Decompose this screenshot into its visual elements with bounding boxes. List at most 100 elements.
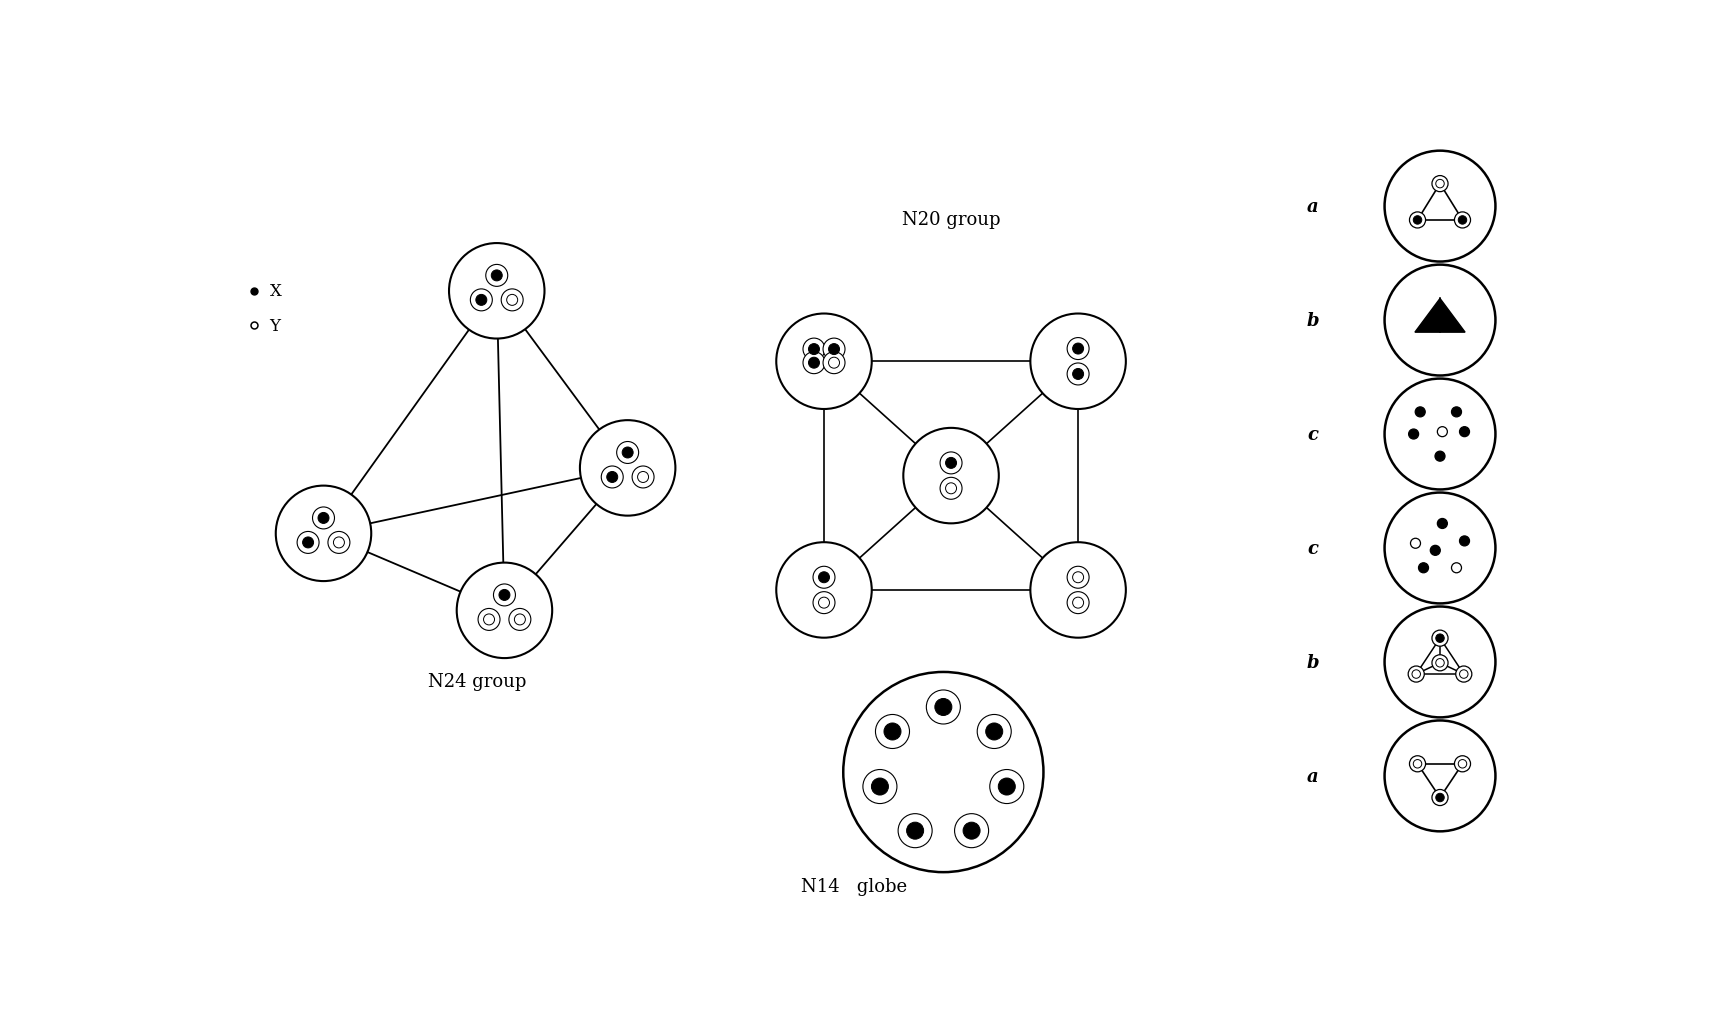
Circle shape (1068, 592, 1088, 614)
Circle shape (606, 472, 618, 483)
Circle shape (809, 344, 820, 356)
Circle shape (802, 338, 825, 361)
Text: a: a (1307, 198, 1319, 216)
Circle shape (1452, 564, 1462, 574)
Text: N20 group: N20 group (902, 211, 1000, 228)
Circle shape (319, 513, 329, 524)
Circle shape (1436, 794, 1445, 802)
Circle shape (484, 614, 494, 626)
Circle shape (813, 592, 835, 614)
Circle shape (470, 289, 492, 312)
Circle shape (1459, 760, 1467, 768)
Circle shape (823, 353, 846, 374)
Circle shape (1433, 176, 1448, 193)
Circle shape (1030, 314, 1126, 410)
Text: a: a (1307, 767, 1319, 785)
Circle shape (1410, 213, 1426, 228)
Circle shape (1073, 369, 1083, 380)
Circle shape (906, 822, 923, 840)
Circle shape (601, 467, 623, 488)
Circle shape (622, 447, 634, 459)
Circle shape (875, 714, 909, 749)
Circle shape (945, 458, 956, 469)
Circle shape (298, 532, 319, 554)
Circle shape (899, 814, 932, 848)
Circle shape (1384, 607, 1495, 717)
Circle shape (1419, 564, 1429, 574)
Circle shape (976, 714, 1011, 749)
Circle shape (327, 532, 350, 554)
Circle shape (863, 769, 897, 804)
Text: b: b (1307, 653, 1319, 672)
Text: c: c (1307, 426, 1319, 443)
Circle shape (1460, 536, 1469, 546)
Circle shape (963, 822, 980, 840)
Circle shape (940, 478, 963, 499)
Circle shape (632, 467, 654, 488)
Circle shape (510, 608, 530, 631)
Circle shape (985, 723, 1002, 740)
Circle shape (1412, 671, 1421, 679)
Circle shape (935, 699, 952, 715)
Circle shape (616, 442, 639, 464)
Circle shape (1433, 631, 1448, 647)
Circle shape (1073, 343, 1083, 355)
Circle shape (312, 507, 334, 530)
Circle shape (883, 723, 901, 740)
Circle shape (1030, 543, 1126, 638)
Circle shape (1384, 152, 1495, 262)
Circle shape (926, 690, 961, 725)
Circle shape (303, 537, 313, 548)
Text: Y: Y (270, 318, 281, 334)
Circle shape (494, 584, 515, 606)
Circle shape (1455, 213, 1471, 228)
Circle shape (1410, 756, 1426, 772)
Circle shape (1414, 760, 1422, 768)
Circle shape (813, 567, 835, 589)
Circle shape (580, 421, 675, 517)
Circle shape (637, 472, 649, 483)
Circle shape (818, 573, 830, 583)
Circle shape (940, 452, 963, 475)
Circle shape (904, 428, 999, 524)
Circle shape (1460, 671, 1469, 679)
Circle shape (1434, 451, 1445, 462)
Circle shape (990, 769, 1025, 804)
Circle shape (276, 486, 372, 582)
Circle shape (479, 608, 499, 631)
Circle shape (777, 314, 871, 410)
Circle shape (777, 543, 871, 638)
Circle shape (954, 814, 988, 848)
Circle shape (802, 353, 825, 374)
Circle shape (809, 358, 820, 369)
Circle shape (823, 338, 846, 361)
Circle shape (828, 358, 840, 369)
Circle shape (334, 537, 344, 548)
Text: X: X (270, 283, 281, 300)
Circle shape (1384, 720, 1495, 832)
Circle shape (1410, 539, 1421, 549)
Circle shape (871, 779, 889, 795)
Circle shape (1415, 408, 1426, 418)
Circle shape (475, 296, 487, 306)
Text: N14   globe: N14 globe (801, 877, 907, 896)
Circle shape (515, 614, 525, 626)
Circle shape (1068, 567, 1088, 589)
Circle shape (1384, 265, 1495, 376)
Text: N24 group: N24 group (429, 673, 527, 690)
Circle shape (456, 564, 553, 658)
Circle shape (486, 265, 508, 287)
Circle shape (491, 271, 503, 281)
Circle shape (1409, 430, 1419, 439)
Circle shape (449, 244, 544, 339)
Circle shape (1436, 659, 1445, 667)
Circle shape (1455, 666, 1472, 683)
Circle shape (499, 590, 510, 601)
Circle shape (1431, 546, 1440, 555)
Circle shape (1068, 364, 1088, 385)
Circle shape (1438, 427, 1448, 437)
Circle shape (818, 597, 830, 608)
Circle shape (1436, 634, 1445, 643)
Circle shape (1452, 408, 1462, 418)
Circle shape (506, 296, 518, 306)
